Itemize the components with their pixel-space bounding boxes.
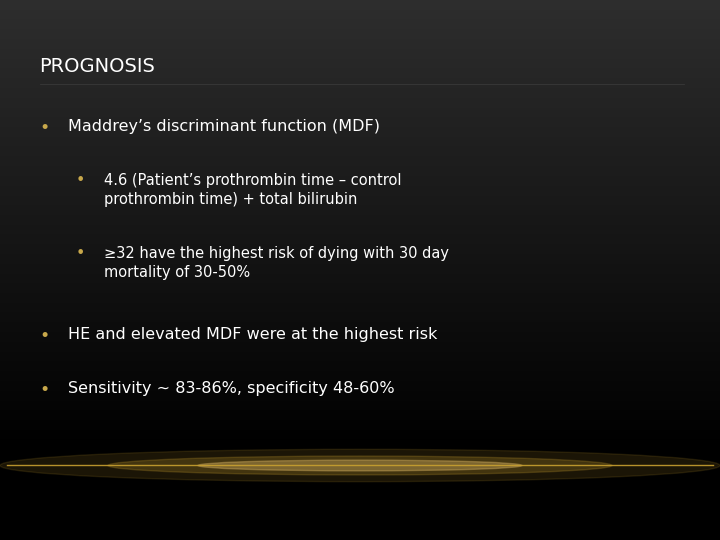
Text: Maddrey’s discriminant function (MDF): Maddrey’s discriminant function (MDF) <box>68 119 380 134</box>
Ellipse shape <box>198 460 522 471</box>
Text: PROGNOSIS: PROGNOSIS <box>40 57 156 76</box>
Text: •: • <box>40 381 50 399</box>
Text: 4.6 (Patient’s prothrombin time – control
prothrombin time) + total bilirubin: 4.6 (Patient’s prothrombin time – contro… <box>104 173 402 207</box>
Text: HE and elevated MDF were at the highest risk: HE and elevated MDF were at the highest … <box>68 327 438 342</box>
Text: •: • <box>76 173 85 188</box>
Text: •: • <box>40 119 50 137</box>
Text: Sensitivity ~ 83-86%, specificity 48-60%: Sensitivity ~ 83-86%, specificity 48-60% <box>68 381 395 396</box>
Text: •: • <box>40 327 50 345</box>
Ellipse shape <box>0 449 720 482</box>
Text: ≥32 have the highest risk of dying with 30 day
mortality of 30-50%: ≥32 have the highest risk of dying with … <box>104 246 449 280</box>
Ellipse shape <box>108 456 612 475</box>
Text: •: • <box>76 246 85 261</box>
